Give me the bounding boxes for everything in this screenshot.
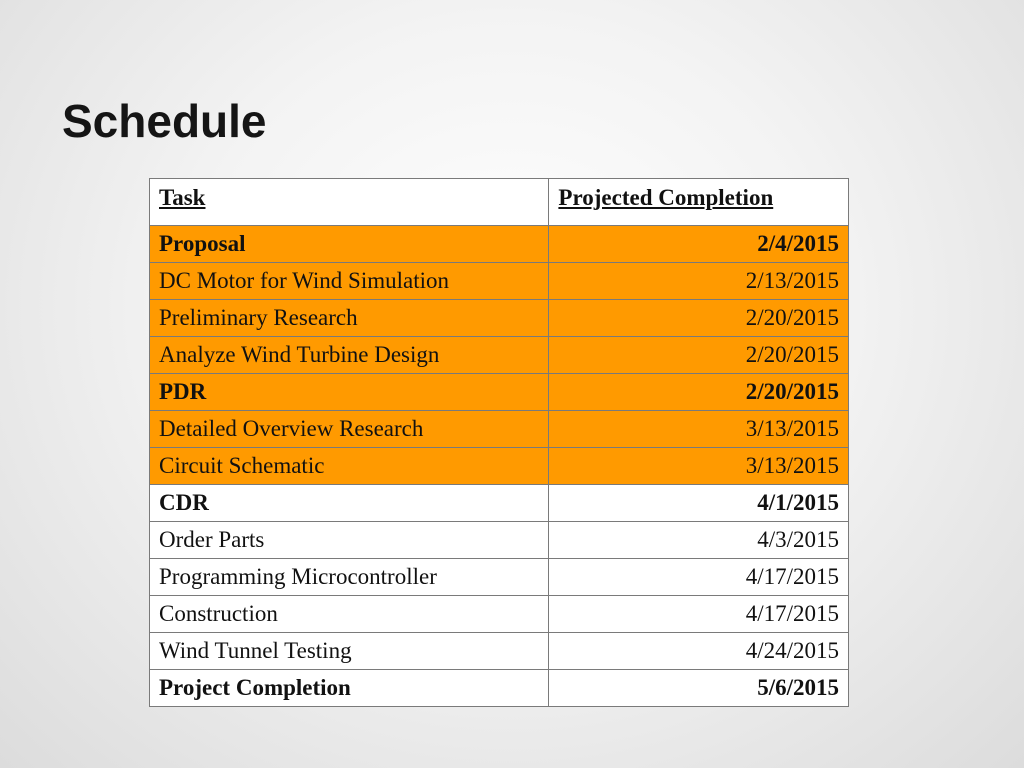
date-cell: 3/13/2015: [548, 410, 849, 448]
date-cell: 5/6/2015: [548, 669, 849, 707]
date-cell: 4/3/2015: [548, 521, 849, 559]
date-cell: 4/17/2015: [548, 558, 849, 596]
task-cell: Circuit Schematic: [148, 447, 550, 485]
table-row: CDR 4/1/2015: [148, 484, 849, 522]
task-cell: Programming Microcontroller: [148, 558, 550, 596]
schedule-table: Task Projected Completion Proposal 2/4/2…: [148, 178, 849, 707]
task-cell: CDR: [148, 484, 550, 522]
slide-title: Schedule: [62, 95, 267, 147]
task-cell: Order Parts: [148, 521, 550, 559]
table-row: Order Parts 4/3/2015: [148, 521, 849, 559]
task-cell: Wind Tunnel Testing: [148, 632, 550, 670]
table-row: Proposal 2/4/2015: [148, 225, 849, 263]
projected-completion-column-header: Projected Completion: [548, 178, 849, 226]
table-header-row: Task Projected Completion: [148, 178, 849, 226]
table-row: Project Completion 5/6/2015: [148, 669, 849, 707]
task-cell: PDR: [148, 373, 550, 411]
date-cell: 4/24/2015: [548, 632, 849, 670]
table-row: Preliminary Research 2/20/2015: [148, 299, 849, 337]
task-cell: Preliminary Research: [148, 299, 550, 337]
date-cell: 2/20/2015: [548, 373, 849, 411]
table-row: Wind Tunnel Testing 4/24/2015: [148, 632, 849, 670]
task-cell: Proposal: [148, 225, 550, 263]
date-cell: 2/20/2015: [548, 336, 849, 374]
date-cell: 2/13/2015: [548, 262, 849, 300]
task-cell: Detailed Overview Research: [148, 410, 550, 448]
date-cell: 4/1/2015: [548, 484, 849, 522]
date-cell: 2/20/2015: [548, 299, 849, 337]
date-cell: 3/13/2015: [548, 447, 849, 485]
table-row: Programming Microcontroller 4/17/2015: [148, 558, 849, 596]
task-cell: DC Motor for Wind Simulation: [148, 262, 550, 300]
table-row: DC Motor for Wind Simulation 2/13/2015: [148, 262, 849, 300]
task-cell: Project Completion: [148, 669, 550, 707]
table-row: Circuit Schematic 3/13/2015: [148, 447, 849, 485]
task-cell: Analyze Wind Turbine Design: [148, 336, 550, 374]
task-column-header: Task: [148, 178, 550, 226]
date-cell: 2/4/2015: [548, 225, 849, 263]
table-row: Detailed Overview Research 3/13/2015: [148, 410, 849, 448]
task-cell: Construction: [148, 595, 550, 633]
table-row: PDR 2/20/2015: [148, 373, 849, 411]
table-row: Analyze Wind Turbine Design 2/20/2015: [148, 336, 849, 374]
table-row: Construction 4/17/2015: [148, 595, 849, 633]
date-cell: 4/17/2015: [548, 595, 849, 633]
